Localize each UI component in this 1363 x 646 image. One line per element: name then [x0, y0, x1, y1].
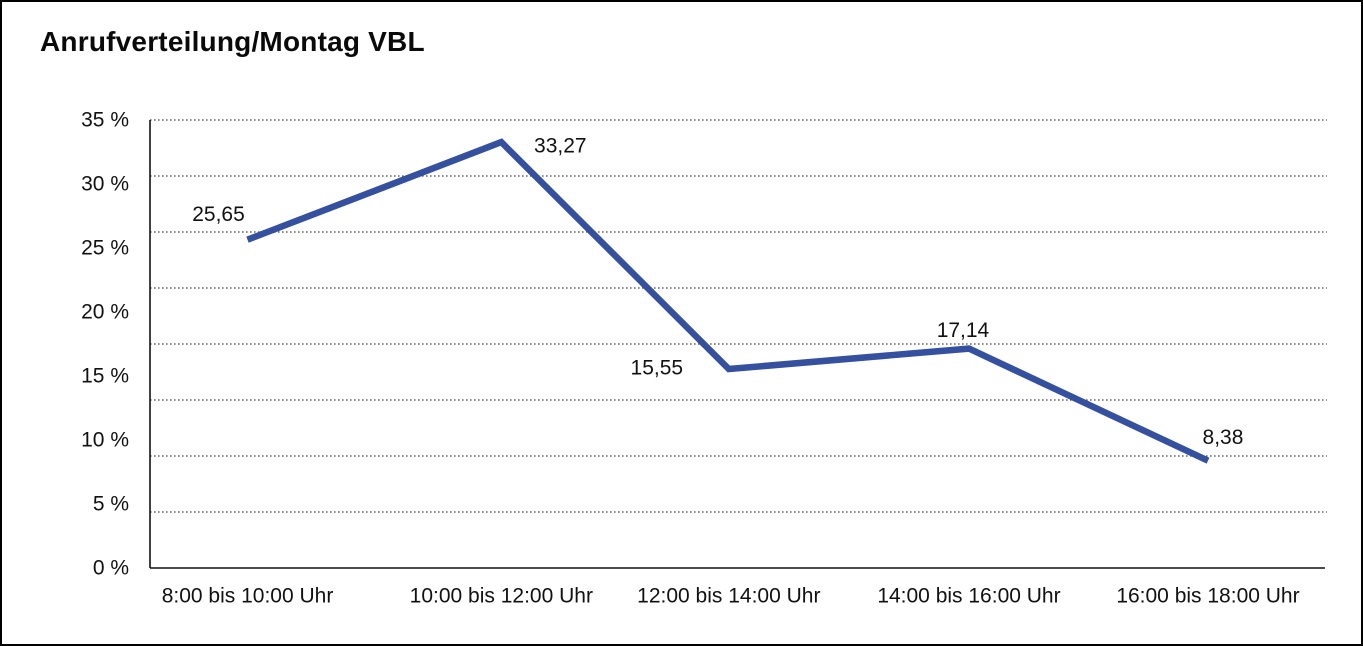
data-point-label: 17,14 — [937, 319, 990, 342]
y-tick-label: 10 % — [81, 429, 129, 452]
y-tick-label: 5 % — [93, 493, 129, 516]
y-tick-label: 0 % — [93, 557, 129, 580]
data-point-label: 8,38 — [1203, 426, 1244, 449]
y-tick-label: 15 % — [81, 365, 129, 388]
y-axis-labels: 35 % 30 % 25 % 20 % 15 % 10 % 5 % 0 % — [81, 109, 129, 580]
data-point-label: 25,65 — [192, 203, 245, 226]
data-point-labels: 25,65 33,27 15,55 17,14 8,38 — [192, 135, 1243, 450]
x-tick-label: 16:00 bis 18:00 Uhr — [1116, 585, 1299, 608]
y-tick-label: 35 % — [81, 109, 129, 132]
axes — [149, 120, 1325, 569]
y-tick-label: 30 % — [81, 173, 129, 196]
x-axis-labels: 8:00 bis 10:00 Uhr 10:00 bis 12:00 Uhr 12:… — [162, 585, 1300, 608]
y-tick-label: 20 % — [81, 301, 129, 324]
data-series — [246, 138, 1210, 464]
data-point-label: 33,27 — [534, 135, 587, 158]
x-tick-label: 10:00 bis 12:00 Uhr — [410, 585, 593, 608]
x-tick-label: 12:00 bis 14:00 Uhr — [637, 585, 820, 608]
data-point-label: 15,55 — [631, 356, 684, 379]
y-tick-label: 25 % — [81, 237, 129, 260]
x-tick-label: 8:00 bis 10:00 Uhr — [162, 585, 334, 608]
x-tick-label: 14:00 bis 16:00 Uhr — [877, 585, 1060, 608]
series-line — [246, 138, 1210, 464]
gridlines — [150, 119, 1327, 513]
chart-title: Anrufverteilung/Montag VBL — [40, 26, 425, 57]
